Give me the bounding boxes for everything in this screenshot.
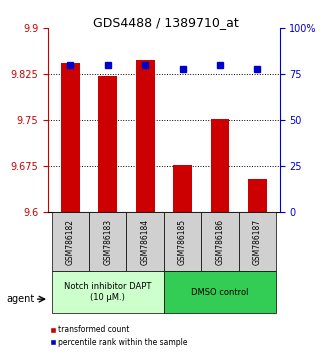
Bar xyxy=(89,212,126,271)
Bar xyxy=(248,179,266,212)
Bar xyxy=(136,60,155,212)
Legend: transformed count, percentile rank within the sample: transformed count, percentile rank withi… xyxy=(47,322,191,350)
Bar xyxy=(98,76,117,212)
Text: GSM786182: GSM786182 xyxy=(66,219,75,264)
Bar xyxy=(164,271,276,313)
Text: GDS4488 / 1389710_at: GDS4488 / 1389710_at xyxy=(93,16,238,29)
Bar xyxy=(211,119,229,212)
Text: Notch inhibitor DAPT
(10 μM.): Notch inhibitor DAPT (10 μM.) xyxy=(64,282,152,302)
Bar xyxy=(164,212,201,271)
Bar xyxy=(61,63,80,212)
Bar xyxy=(173,165,192,212)
Bar xyxy=(201,212,239,271)
Text: GSM786186: GSM786186 xyxy=(215,218,224,265)
Text: GSM786183: GSM786183 xyxy=(103,218,112,265)
Text: GSM786187: GSM786187 xyxy=(253,218,262,265)
Bar xyxy=(52,212,89,271)
Bar xyxy=(126,212,164,271)
Text: agent: agent xyxy=(7,294,35,304)
Text: DMSO control: DMSO control xyxy=(191,287,249,297)
Text: GSM786185: GSM786185 xyxy=(178,218,187,265)
Bar xyxy=(52,271,164,313)
Bar xyxy=(239,212,276,271)
Text: GSM786184: GSM786184 xyxy=(141,218,150,265)
